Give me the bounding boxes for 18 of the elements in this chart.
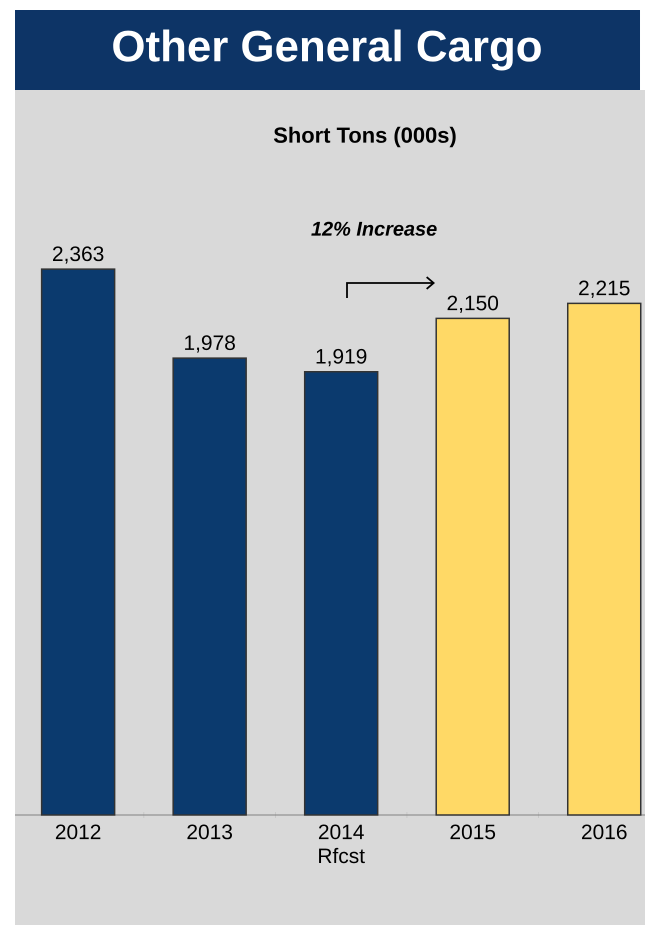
x-tick-label: 2012	[56, 824, 100, 840]
text: 12% Increase	[311, 222, 437, 236]
data-label: 2,150	[448, 296, 498, 313]
data-label: 2,363	[53, 246, 104, 264]
bar	[40, 268, 116, 816]
bar	[304, 370, 378, 816]
bar	[435, 318, 510, 816]
x-tick-label: 2016	[582, 824, 627, 840]
data-label: 1,919	[316, 348, 366, 366]
bar	[172, 357, 247, 816]
chart-subtitle: Short Tons (000s)	[274, 126, 456, 148]
data-label: 2,215	[579, 280, 630, 298]
x-tick-label: 2015	[450, 824, 496, 840]
chart-title: Other General Cargo	[113, 29, 541, 71]
data-label: 1,978	[185, 335, 235, 353]
x-tick-label: 2014 Rfcst	[318, 824, 365, 864]
bar	[566, 302, 642, 816]
x-tick-label: 2013	[187, 824, 232, 840]
